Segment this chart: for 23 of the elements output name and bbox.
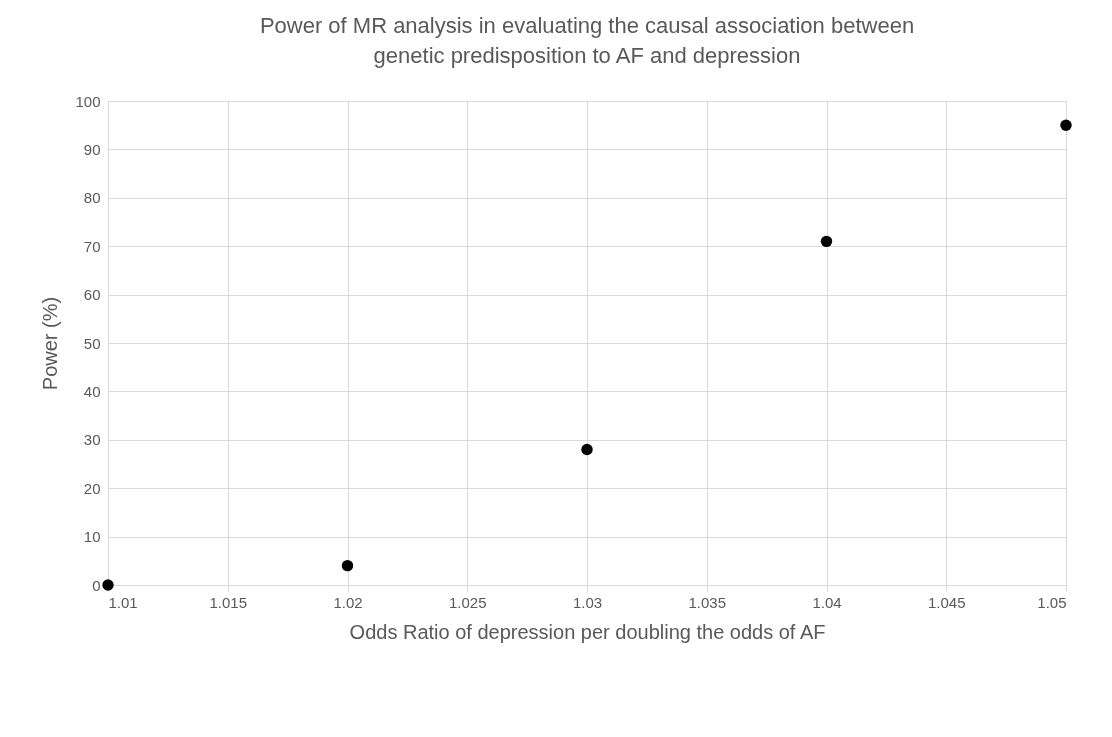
- y-tick-label: 30: [83, 431, 101, 449]
- y-tick-label: 90: [83, 140, 101, 158]
- x-tick-label: 1.015: [209, 593, 248, 611]
- x-tick-label: 1.02: [333, 593, 363, 611]
- x-tick-label: 1.035: [688, 593, 727, 611]
- x-tick-label: 1.045: [927, 593, 966, 611]
- y-tick-label: 50: [83, 334, 101, 352]
- y-tick-label: 80: [83, 189, 101, 207]
- y-tick-label: 10: [83, 528, 101, 546]
- x-tick-label: 1.01: [108, 593, 138, 611]
- y-tick-label: 100: [75, 92, 101, 110]
- y-axis-title: Power (%): [39, 296, 62, 391]
- x-tick-label: 1.04: [812, 593, 842, 611]
- y-tick-label: 20: [83, 479, 101, 497]
- y-tick-label: 60: [83, 286, 101, 304]
- chart-title: Power of MR analysis in evaluating the causal association between genetic predisposition to AF and depression: [259, 13, 915, 68]
- x-axis-title: Odds Ratio of depression per doubling the odds of AF: [349, 620, 826, 643]
- x-tick-label: 1.025: [448, 593, 487, 611]
- x-tick-label: 1.03: [572, 593, 603, 611]
- y-tick-label: 0: [92, 576, 101, 594]
- y-tick-label: 70: [83, 237, 101, 255]
- x-tick-label: 1.05: [1037, 593, 1067, 611]
- y-tick-label: 40: [83, 382, 101, 400]
